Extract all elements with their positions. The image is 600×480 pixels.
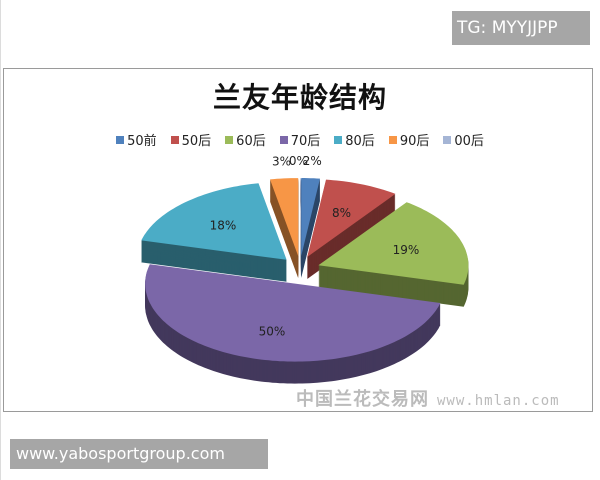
legend: 50前 50后 60后 70后 80后 90后 00后 (0, 130, 600, 149)
legend-label: 60后 (236, 134, 266, 149)
legend-item: 00后 (443, 130, 484, 149)
legend-label: 70后 (290, 134, 321, 149)
legend-swatch (388, 135, 397, 144)
pie-slice-50后 (307, 179, 396, 279)
legend-item: 70后 (279, 130, 321, 149)
slice-top (301, 178, 320, 256)
legend-item: 60后 (225, 130, 266, 149)
legend-swatch (170, 135, 179, 144)
pie-slice-90后 (270, 178, 299, 279)
legend-item: 50后 (170, 130, 212, 149)
pie-slice-70后 (145, 264, 441, 384)
legend-item: 80后 (334, 130, 375, 149)
data-label: 50% (259, 324, 286, 338)
pie-slice-60后 (318, 202, 469, 307)
legend-swatch (334, 135, 343, 144)
legend-label: 90后 (399, 134, 430, 149)
site-watermark-cn: 中国兰花交易网 (296, 389, 429, 410)
slice-top (300, 178, 301, 256)
data-label: 3% (272, 154, 291, 168)
legend-label: 00后 (454, 134, 484, 149)
slice-top (145, 264, 441, 362)
data-label: 2% (303, 154, 322, 168)
site-url-banner: www.yabosportgroup.com (10, 439, 268, 469)
slice-top (307, 179, 396, 257)
pie-slice-00后 (300, 178, 301, 278)
data-label: 8% (332, 206, 351, 220)
data-label: 19% (393, 243, 420, 257)
chart-title: 兰友年龄结构 (212, 81, 387, 114)
legend-swatch (116, 135, 125, 144)
legend-item: 50前 (116, 130, 157, 149)
pie-slice-50前 (301, 178, 320, 278)
legend-swatch (225, 135, 234, 144)
site-watermark-url: www.hmlan.com (437, 393, 560, 409)
site-watermark: 中国兰花交易网 www.hmlan.com (296, 385, 560, 411)
legend-item: 90后 (388, 130, 430, 149)
tg-watermark: TG: MYYJJPP (452, 11, 590, 45)
slice-top (141, 183, 287, 260)
slice-top (318, 202, 469, 285)
legend-label: 80后 (345, 134, 375, 149)
data-label: 18% (210, 219, 237, 233)
slice-top (270, 178, 299, 257)
legend-label: 50后 (181, 134, 212, 149)
sheet-gridline (0, 0, 1, 480)
pie-slice-80后 (141, 183, 287, 282)
legend-label: 50前 (127, 134, 157, 149)
legend-swatch (279, 135, 288, 144)
data-label: 0% (289, 154, 308, 168)
legend-swatch (443, 135, 452, 144)
